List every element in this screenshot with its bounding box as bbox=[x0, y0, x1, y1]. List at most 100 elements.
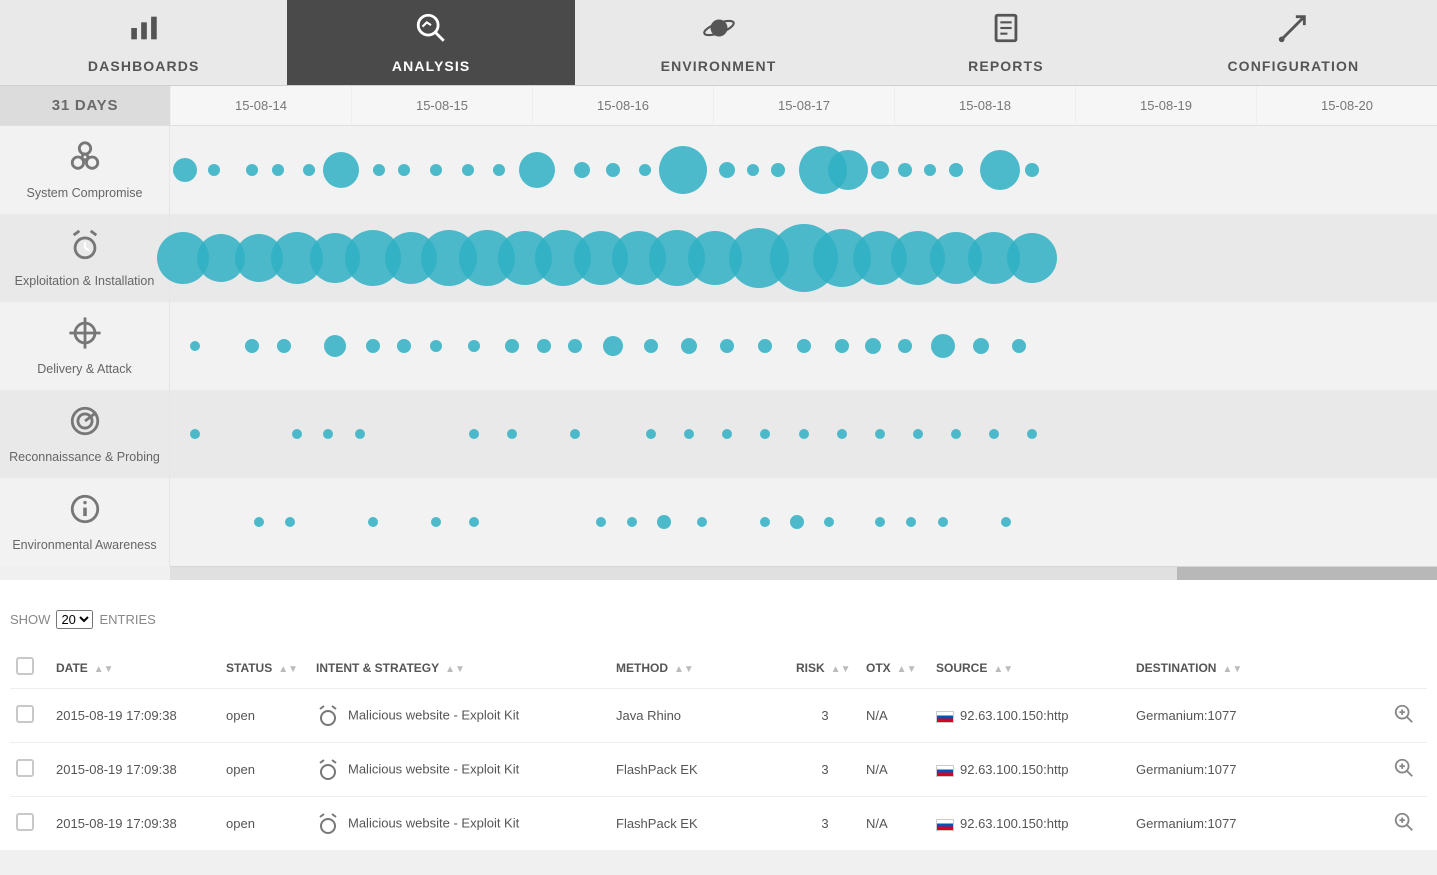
event-bubble[interactable] bbox=[254, 517, 264, 527]
date-column[interactable]: 15-08-18 bbox=[894, 86, 1075, 125]
event-bubble[interactable] bbox=[828, 150, 868, 190]
details-icon[interactable] bbox=[1393, 713, 1415, 728]
event-bubble[interactable] bbox=[208, 164, 220, 176]
event-bubble[interactable] bbox=[951, 429, 961, 439]
event-bubble[interactable] bbox=[989, 429, 999, 439]
event-bubble[interactable] bbox=[797, 339, 811, 353]
column-header[interactable]: SOURCE▲▼ bbox=[930, 647, 1130, 689]
details-icon[interactable] bbox=[1393, 821, 1415, 836]
event-bubble[interactable] bbox=[1027, 429, 1037, 439]
event-bubble[interactable] bbox=[1012, 339, 1026, 353]
event-bubble[interactable] bbox=[719, 162, 735, 178]
date-column[interactable]: 15-08-17 bbox=[713, 86, 894, 125]
event-bubble[interactable] bbox=[644, 339, 658, 353]
event-bubble[interactable] bbox=[398, 164, 410, 176]
event-bubble[interactable] bbox=[659, 146, 707, 194]
event-bubble[interactable] bbox=[272, 164, 284, 176]
date-column[interactable]: 15-08-19 bbox=[1075, 86, 1256, 125]
event-bubble[interactable] bbox=[292, 429, 302, 439]
event-bubble[interactable] bbox=[747, 164, 759, 176]
event-bubble[interactable] bbox=[245, 339, 259, 353]
event-bubble[interactable] bbox=[657, 515, 671, 529]
event-bubble[interactable] bbox=[324, 335, 346, 357]
event-bubble[interactable] bbox=[505, 339, 519, 353]
event-bubble[interactable] bbox=[924, 164, 936, 176]
category-label[interactable]: Exploitation & Installation bbox=[0, 214, 170, 302]
event-bubble[interactable] bbox=[722, 429, 732, 439]
select-all-checkbox[interactable] bbox=[16, 657, 34, 675]
event-bubble[interactable] bbox=[596, 517, 606, 527]
event-bubble[interactable] bbox=[1007, 233, 1057, 283]
date-column[interactable]: 15-08-16 bbox=[532, 86, 713, 125]
event-bubble[interactable] bbox=[760, 517, 770, 527]
date-column[interactable]: 15-08-15 bbox=[351, 86, 532, 125]
event-bubble[interactable] bbox=[681, 338, 697, 354]
event-bubble[interactable] bbox=[469, 429, 479, 439]
event-bubble[interactable] bbox=[837, 429, 847, 439]
event-bubble[interactable] bbox=[173, 158, 197, 182]
event-bubble[interactable] bbox=[760, 429, 770, 439]
event-bubble[interactable] bbox=[462, 164, 474, 176]
column-header[interactable]: OTX▲▼ bbox=[860, 647, 930, 689]
event-bubble[interactable] bbox=[720, 339, 734, 353]
event-bubble[interactable] bbox=[303, 164, 315, 176]
event-bubble[interactable] bbox=[799, 429, 809, 439]
event-bubble[interactable] bbox=[603, 336, 623, 356]
nav-tab-analysis[interactable]: ANALYSIS bbox=[287, 0, 574, 85]
row-checkbox[interactable] bbox=[16, 705, 34, 723]
category-label[interactable]: Reconnaissance & Probing bbox=[0, 390, 170, 478]
event-bubble[interactable] bbox=[697, 517, 707, 527]
event-bubble[interactable] bbox=[570, 429, 580, 439]
row-checkbox[interactable] bbox=[16, 759, 34, 777]
event-bubble[interactable] bbox=[246, 164, 258, 176]
event-bubble[interactable] bbox=[373, 164, 385, 176]
event-bubble[interactable] bbox=[366, 339, 380, 353]
event-bubble[interactable] bbox=[397, 339, 411, 353]
event-bubble[interactable] bbox=[771, 163, 785, 177]
event-bubble[interactable] bbox=[758, 339, 772, 353]
table-row[interactable]: 2015-08-19 17:09:38openMalicious website… bbox=[10, 689, 1427, 743]
column-header[interactable]: DATE▲▼ bbox=[50, 647, 220, 689]
event-bubble[interactable] bbox=[906, 517, 916, 527]
event-bubble[interactable] bbox=[277, 339, 291, 353]
event-bubble[interactable] bbox=[606, 163, 620, 177]
nav-tab-reports[interactable]: REPORTS bbox=[862, 0, 1149, 85]
event-bubble[interactable] bbox=[469, 517, 479, 527]
category-label[interactable]: System Compromise bbox=[0, 126, 170, 214]
event-bubble[interactable] bbox=[323, 152, 359, 188]
event-bubble[interactable] bbox=[684, 429, 694, 439]
event-bubble[interactable] bbox=[871, 161, 889, 179]
event-bubble[interactable] bbox=[639, 164, 651, 176]
event-bubble[interactable] bbox=[865, 338, 881, 354]
event-bubble[interactable] bbox=[430, 164, 442, 176]
category-label[interactable]: Delivery & Attack bbox=[0, 302, 170, 390]
category-label[interactable]: Environmental Awareness bbox=[0, 478, 170, 566]
event-bubble[interactable] bbox=[980, 150, 1020, 190]
event-bubble[interactable] bbox=[931, 334, 955, 358]
event-bubble[interactable] bbox=[627, 517, 637, 527]
event-bubble[interactable] bbox=[355, 429, 365, 439]
column-header[interactable]: DESTINATION▲▼ bbox=[1130, 647, 1387, 689]
event-bubble[interactable] bbox=[875, 517, 885, 527]
event-bubble[interactable] bbox=[875, 429, 885, 439]
event-bubble[interactable] bbox=[949, 163, 963, 177]
event-bubble[interactable] bbox=[537, 339, 551, 353]
event-bubble[interactable] bbox=[790, 515, 804, 529]
details-icon[interactable] bbox=[1393, 767, 1415, 782]
column-header[interactable]: RISK▲▼ bbox=[790, 647, 860, 689]
event-bubble[interactable] bbox=[646, 429, 656, 439]
event-bubble[interactable] bbox=[824, 517, 834, 527]
event-bubble[interactable] bbox=[1001, 517, 1011, 527]
date-column[interactable]: 15-08-20 bbox=[1256, 86, 1437, 125]
table-row[interactable]: 2015-08-19 17:09:38openMalicious website… bbox=[10, 743, 1427, 797]
event-bubble[interactable] bbox=[468, 340, 480, 352]
date-column[interactable]: 15-08-14 bbox=[170, 86, 351, 125]
timeline-scrollbar-thumb[interactable] bbox=[1177, 567, 1437, 580]
event-bubble[interactable] bbox=[574, 162, 590, 178]
event-bubble[interactable] bbox=[1025, 163, 1039, 177]
nav-tab-environment[interactable]: ENVIRONMENT bbox=[575, 0, 862, 85]
table-row[interactable]: 2015-08-19 17:09:38openMalicious website… bbox=[10, 797, 1427, 851]
event-bubble[interactable] bbox=[431, 517, 441, 527]
event-bubble[interactable] bbox=[190, 341, 200, 351]
timeline-scrollbar[interactable] bbox=[170, 566, 1437, 580]
